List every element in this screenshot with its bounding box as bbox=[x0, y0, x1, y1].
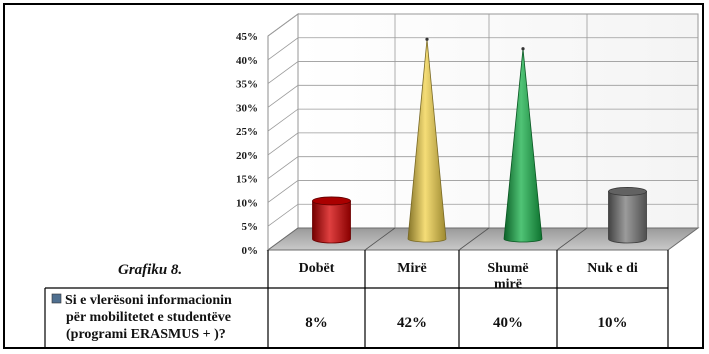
bar-nuk-e-di bbox=[608, 187, 647, 244]
cone-bar bbox=[503, 48, 543, 243]
cone-tip bbox=[521, 47, 525, 51]
floor-divider bbox=[458, 227, 490, 251]
cylinder-body bbox=[608, 191, 647, 244]
cone-bar bbox=[407, 39, 447, 243]
bar-shumë-mirë bbox=[503, 47, 543, 243]
category-label: Mirë bbox=[397, 261, 427, 276]
cylinder-body bbox=[312, 200, 351, 244]
data-label: 42% bbox=[397, 315, 427, 331]
y-tick-label: 0% bbox=[242, 245, 259, 257]
legend-key bbox=[51, 293, 62, 304]
side-wall bbox=[267, 13, 299, 251]
category-label: Dobët bbox=[299, 261, 335, 276]
series-name-line: Si e vlerësoni informacionin bbox=[65, 293, 232, 308]
floor-divider bbox=[556, 227, 588, 251]
y-tick-label: 30% bbox=[236, 102, 258, 114]
series-name-line: (programi ERASMUS + )? bbox=[66, 327, 226, 342]
data-label: 8% bbox=[305, 315, 328, 331]
cylinder-top bbox=[312, 196, 351, 206]
data-label: 40% bbox=[493, 315, 523, 331]
category-label: Shumë bbox=[487, 261, 528, 276]
y-tick-label: 5% bbox=[242, 221, 259, 233]
chart-back-wall bbox=[267, 13, 699, 251]
series-name-line: për mobilitetet e studentëve bbox=[66, 310, 231, 325]
bar-mirë bbox=[407, 37, 447, 243]
y-tick-label: 40% bbox=[236, 55, 258, 67]
cone-tip bbox=[425, 37, 429, 41]
bars bbox=[312, 37, 647, 244]
floor-divider bbox=[364, 227, 396, 251]
y-tick-label: 25% bbox=[236, 126, 258, 138]
chart-caption: Grafiku 8. bbox=[118, 262, 182, 278]
bar-dobët bbox=[312, 196, 351, 244]
y-tick-label: 35% bbox=[236, 79, 258, 91]
y-axis-tick-labels: 0% 5% 10% 15% 20% 25% 30% 35% 40% 45% bbox=[236, 31, 258, 257]
floor-plane bbox=[266, 227, 700, 251]
y-tick-label: 45% bbox=[236, 31, 258, 43]
y-tick-label: 20% bbox=[236, 150, 258, 162]
chart-floor bbox=[266, 227, 700, 251]
data-label: 10% bbox=[598, 315, 628, 331]
y-tick-label: 15% bbox=[236, 174, 258, 186]
cylinder-top bbox=[608, 187, 647, 196]
y-tick-label: 10% bbox=[236, 197, 258, 209]
category-label: mirë bbox=[494, 277, 522, 292]
category-label: Nuk e di bbox=[587, 261, 638, 276]
